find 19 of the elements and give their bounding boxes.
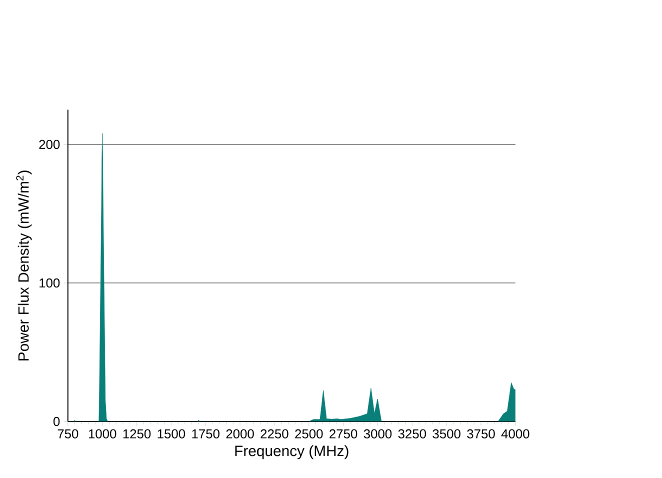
y-axis-title: Power Flux Density (mW/m$^{2}$) [16,170,32,360]
y-tick-label: 100 [40,278,60,288]
x-tick-label: 2750 [330,429,358,438]
x-tick-label: 2250 [260,429,288,438]
x-tick-label: 1000 [88,429,116,438]
x-tick-label: 3500 [432,429,460,438]
x-tick-label: 1750 [192,429,220,438]
x-tick-label: 4000 [501,429,530,438]
x-tick-label: 3750 [467,429,495,438]
x-tick-label: 3250 [398,429,426,438]
x-tick-label: 2500 [295,429,323,438]
x-axis-title: Frequency (MHz) [235,445,348,460]
x-tick-label: 1250 [123,429,151,438]
x-tick-label: 2000 [226,429,254,438]
x-tick-label: 1500 [158,429,186,438]
y-tick-label: 200 [39,140,60,149]
x-tick-label: 3000 [364,429,392,438]
x-tick-label: 750 [58,429,78,438]
y-tick-label: 0 [53,416,60,426]
